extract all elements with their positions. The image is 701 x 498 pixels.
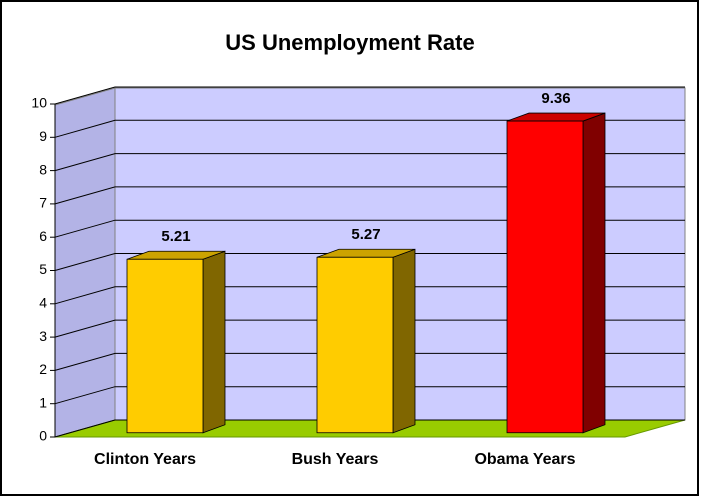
y-tick-label: 3 (39, 328, 47, 344)
grid-line (54, 386, 685, 405)
y-tick-label: 7 (39, 195, 47, 211)
grid-line (54, 86, 685, 105)
y-tick-label: 5 (39, 261, 47, 277)
bar (126, 258, 204, 434)
y-tick-label: 2 (39, 361, 47, 377)
grid-line (54, 153, 685, 172)
y-tick-label: 6 (39, 228, 47, 244)
y-tick-label: 9 (39, 128, 47, 144)
value-label: 5.27 (351, 226, 380, 243)
bar-side (202, 250, 226, 434)
bar (316, 256, 394, 434)
grid-line (54, 219, 685, 238)
x-tick-label: Clinton Years (94, 451, 196, 468)
bar-side (392, 248, 416, 434)
grid-line (54, 286, 685, 305)
grid-line (54, 119, 685, 138)
value-label: 9.36 (541, 90, 570, 107)
y-tick-label: 4 (39, 295, 47, 311)
bar-side (582, 112, 606, 434)
grid-line (54, 352, 685, 371)
x-tick-label: Bush Years (292, 451, 379, 468)
grid-line (54, 253, 685, 271)
bar (506, 120, 584, 434)
grid-line (54, 419, 685, 438)
y-tick-label: 8 (39, 161, 47, 177)
grid-line (54, 186, 685, 205)
grid-line (54, 319, 685, 338)
chart-title: US Unemployment Rate (225, 30, 474, 55)
y-tick-label: 10 (31, 95, 47, 111)
value-label: 5.21 (161, 228, 190, 245)
y-tick-label: 0 (39, 428, 47, 444)
x-tick-label: Obama Years (474, 451, 575, 468)
y-tick-label: 1 (39, 394, 47, 410)
